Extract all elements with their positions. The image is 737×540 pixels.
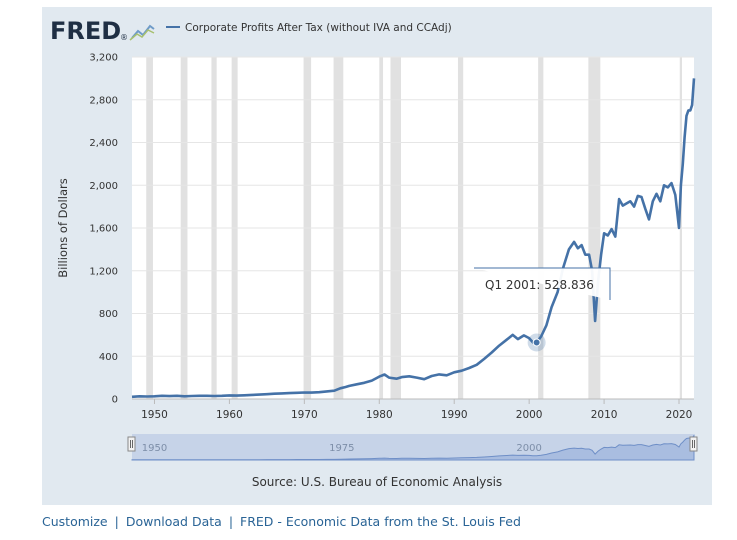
tooltip-text: Q1 2001: 528.836 [485, 278, 594, 292]
x-tick-label: 1970 [291, 409, 318, 421]
legend: Corporate Profits After Tax (without IVA… [166, 22, 452, 34]
x-tick-label: 1990 [441, 409, 468, 421]
y-tick-label: 0 [112, 395, 118, 406]
customize-link[interactable]: Customize [42, 514, 108, 529]
navigator-left-handle[interactable] [127, 436, 136, 452]
y-axis-ticks: 0 400 800 1,200 1,600 2,000 2,400 2,800 3,200 [89, 53, 118, 406]
fred-logo-text: FRED [50, 17, 121, 45]
hover-point [532, 338, 541, 347]
x-tick-label: 1950 [141, 409, 168, 421]
tooltip: Q1 2001: 528.836 [474, 267, 611, 352]
footer-separator: | [114, 514, 119, 529]
y-tick-label: 2,400 [89, 138, 118, 149]
y-tick-label: 2,800 [89, 95, 118, 106]
footer-separator: | [228, 514, 234, 529]
x-tick-label: 1960 [216, 409, 243, 421]
y-tick-label: 2,000 [89, 181, 118, 192]
y-tick-label: 800 [99, 309, 118, 320]
chart-panel: FRED ® Corporate Profits After Tax (with… [42, 7, 712, 505]
x-tick-label: 2020 [666, 409, 693, 421]
x-tick-label: 2010 [591, 409, 618, 421]
legend-label: Corporate Profits After Tax (without IVA… [185, 22, 452, 34]
navigator-label: 2000 [516, 443, 541, 454]
y-axis-label: Billions of Dollars [56, 178, 70, 277]
footer-links: Customize | Download Data | FRED - Economic … [42, 514, 521, 529]
navigator-label: 1950 [142, 443, 167, 454]
y-tick-label: 1,600 [89, 224, 118, 235]
chart: FRED ® Corporate Profits After Tax (with… [50, 17, 698, 489]
x-tick-label: 2000 [516, 409, 543, 421]
tooltip-box [474, 267, 611, 300]
y-tick-label: 400 [99, 352, 118, 363]
fred-logo[interactable]: FRED ® [50, 17, 155, 45]
range-navigator[interactable]: 1950 1975 2000 [127, 434, 698, 461]
y-tick-label: 3,200 [89, 53, 118, 64]
x-tick-label: 1980 [366, 409, 393, 421]
download-data-link[interactable]: Download Data [125, 514, 222, 529]
fred-logo-chart-icon [129, 24, 155, 41]
navigator-labels: 1950 1975 2000 [142, 443, 542, 454]
fred-logo-mark: ® [120, 33, 128, 42]
x-axis-ticks: 1950 1960 1970 1980 1990 2000 2010 2020 [132, 398, 694, 421]
series-layer [131, 78, 696, 399]
navigator-right-handle[interactable] [689, 436, 698, 452]
source-note: Source: U.S. Bureau of Economic Analysis [252, 475, 502, 489]
series-line [131, 78, 696, 399]
navigator-area [131, 434, 695, 461]
gridlines [132, 56, 694, 400]
y-tick-label: 1,200 [89, 266, 118, 277]
navigator-label: 1975 [329, 443, 354, 454]
fred-home-link[interactable]: FRED - Economic Data from the St. Louis … [240, 514, 521, 529]
